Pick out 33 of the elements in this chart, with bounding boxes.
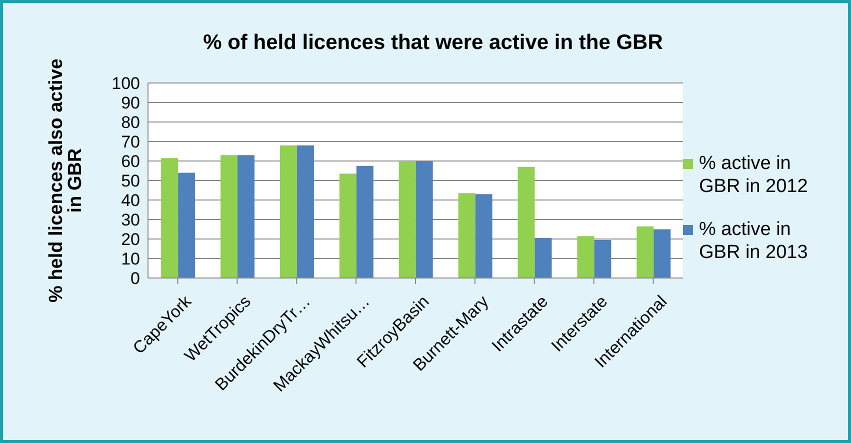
bar — [534, 238, 552, 278]
chart-title: % of held licences that were active in the GBR — [202, 31, 664, 55]
y-tick-label: 100 — [112, 74, 140, 94]
y-tick-label: 10 — [121, 250, 140, 269]
bar — [356, 166, 374, 278]
bar — [416, 161, 433, 278]
y-tick-label: 70 — [121, 132, 140, 152]
bar — [458, 193, 476, 278]
bar — [594, 240, 612, 278]
y-tick-label: 0 — [130, 269, 140, 288]
y-tick-label: 50 — [121, 172, 140, 191]
bar — [178, 172, 196, 278]
y-tick-label: 20 — [121, 230, 140, 250]
bar — [518, 166, 535, 278]
bar — [475, 194, 492, 278]
bar — [238, 155, 255, 278]
y-axis-title: % held licences also active in GBR — [46, 58, 86, 302]
y-tick-label: 90 — [121, 94, 140, 113]
y-tick-label: 60 — [121, 152, 140, 172]
bar — [398, 161, 416, 278]
bar — [280, 145, 297, 278]
y-tick-label: 80 — [121, 113, 140, 132]
y-tick-label: 30 — [121, 210, 140, 230]
bar — [577, 236, 594, 278]
bar — [339, 174, 356, 278]
bar — [296, 145, 314, 278]
legend-label: % active in GBR in 2012 — [699, 152, 809, 198]
bar — [161, 158, 178, 278]
bar — [654, 229, 671, 278]
legend-label: % active in GBR in 2013 — [699, 218, 809, 264]
bar — [220, 155, 238, 278]
y-tick-label: 40 — [121, 191, 140, 210]
bar — [636, 226, 654, 278]
